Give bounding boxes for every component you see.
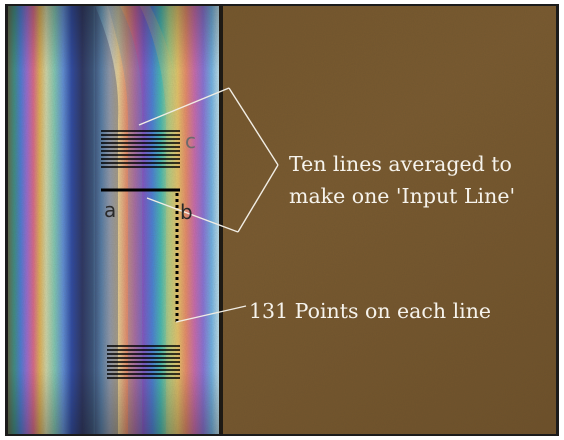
marker-b: b <box>180 200 193 224</box>
marker-c: c <box>185 129 196 153</box>
input-line-label-line2: make one 'Input Line' <box>289 184 515 208</box>
lower-line-group <box>107 345 180 379</box>
points-callout-line <box>175 305 247 323</box>
marker-a: a <box>104 198 116 222</box>
callout-bracket <box>138 87 279 233</box>
strip-edge <box>219 6 223 434</box>
upper-line-group <box>101 130 180 168</box>
points-label: 131 Points on each line <box>249 299 491 323</box>
input-line-label-line1: Ten lines averaged to <box>289 152 512 176</box>
